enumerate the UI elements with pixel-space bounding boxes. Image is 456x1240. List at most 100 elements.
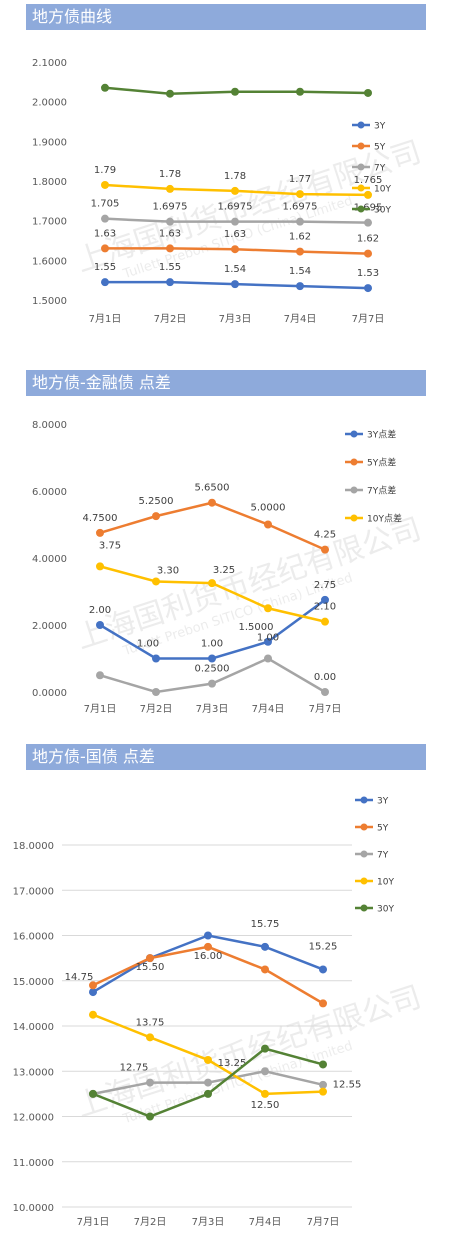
data-point	[261, 1089, 269, 1098]
data-label: 2.10	[314, 602, 336, 613]
data-point	[231, 186, 239, 195]
data-label: 1.77	[289, 174, 311, 185]
legend-label: 7Y	[377, 851, 389, 861]
data-point	[208, 498, 216, 507]
data-label: 1.54	[224, 264, 246, 275]
watermark-cn: 上海国利货币经纪有限公司	[72, 980, 425, 1125]
data-point	[319, 999, 327, 1008]
data-label: 1.63	[159, 228, 181, 239]
data-point	[321, 595, 329, 604]
y-tick-label: 17.0000	[13, 886, 54, 897]
legend-marker	[360, 877, 368, 885]
data-label: 14.75	[65, 972, 94, 983]
x-tick-label: 7月1日	[77, 1216, 110, 1228]
data-point	[208, 654, 216, 663]
x-tick-label: 7月7日	[307, 1216, 340, 1228]
data-point	[364, 249, 372, 258]
x-tick-label: 7月2日	[140, 703, 173, 715]
y-tick-label: 1.7000	[32, 217, 67, 228]
data-label: 1.79	[94, 165, 116, 176]
data-point	[264, 604, 272, 613]
x-tick-label: 7月4日	[252, 703, 285, 715]
data-label: 1.78	[159, 169, 181, 180]
data-point	[321, 688, 329, 696]
data-label: 0.2500	[195, 664, 230, 675]
watermark-cn: 上海国利货币经纪有限公司	[72, 512, 425, 657]
legend-label: 30Y	[374, 206, 391, 216]
data-point	[146, 1112, 154, 1121]
x-tick-label: 7月7日	[309, 703, 342, 715]
data-point	[89, 1010, 97, 1019]
y-tick-label: 2.0000	[32, 621, 67, 632]
chart-title: 地方债-国债 点差	[26, 744, 426, 770]
data-point	[166, 244, 174, 253]
data-point	[166, 278, 174, 287]
data-point	[101, 180, 109, 189]
data-point	[101, 278, 109, 287]
data-label: 12.50	[251, 1100, 280, 1111]
y-tick-label: 18.0000	[13, 841, 54, 852]
data-label: 15.50	[136, 962, 165, 973]
legend-label: 5Y	[374, 143, 386, 153]
data-label: 2.00	[89, 605, 111, 616]
data-label: 3.30	[157, 565, 179, 576]
legend-marker	[360, 850, 368, 858]
data-point	[146, 1033, 154, 1042]
data-label: 1.765	[354, 175, 383, 186]
y-tick-label: 6.0000	[32, 487, 67, 498]
data-point	[146, 954, 154, 963]
legend-label: 3Y点差	[367, 429, 396, 441]
x-tick-label: 7月4日	[284, 313, 317, 325]
x-tick-label: 7月2日	[154, 313, 187, 325]
data-label: 1.62	[289, 232, 311, 243]
data-point	[364, 218, 372, 227]
data-point	[152, 577, 160, 586]
data-label: 16.00	[194, 951, 223, 962]
data-point	[319, 1060, 327, 1069]
data-point	[296, 87, 304, 96]
data-point	[319, 965, 327, 974]
y-tick-label: 2.1000	[32, 58, 67, 69]
data-label: 1.78	[224, 171, 246, 182]
legend-label: 30Y	[377, 905, 394, 915]
data-point	[204, 1078, 212, 1087]
legend-marker	[357, 184, 365, 192]
data-label: 1.00	[137, 639, 159, 650]
data-point	[261, 942, 269, 951]
data-point	[364, 190, 372, 199]
data-point	[96, 621, 104, 629]
data-point	[261, 965, 269, 974]
data-label: 3.75	[99, 540, 121, 551]
data-point	[261, 1067, 269, 1076]
legend-label: 7Y点差	[367, 485, 396, 497]
legend-marker	[360, 796, 368, 804]
data-label: 13.75	[136, 1017, 165, 1028]
x-tick-label: 7月3日	[219, 313, 252, 325]
data-point	[204, 1089, 212, 1098]
y-tick-label: 2.0000	[32, 98, 67, 109]
y-tick-label: 4.0000	[32, 554, 67, 565]
data-point	[296, 282, 304, 291]
data-label: 13.25	[218, 1058, 247, 1069]
y-tick-label: 15.0000	[13, 977, 54, 988]
y-tick-label: 1.6000	[32, 256, 67, 267]
legend-marker	[357, 121, 365, 129]
data-label: 1.5000	[239, 622, 274, 633]
y-tick-label: 12.0000	[13, 1113, 54, 1124]
data-point	[231, 87, 239, 96]
x-tick-label: 7月1日	[84, 703, 117, 715]
y-tick-label: 14.0000	[13, 1022, 54, 1033]
y-tick-label: 0.0000	[32, 688, 67, 699]
data-point	[208, 679, 216, 688]
data-point	[296, 217, 304, 226]
y-tick-label: 16.0000	[13, 932, 54, 943]
data-point	[231, 245, 239, 254]
data-point	[319, 1087, 327, 1096]
data-point	[319, 1080, 327, 1089]
x-tick-label: 7月2日	[134, 1216, 167, 1228]
legend-label: 10Y	[377, 878, 394, 888]
data-point	[204, 1055, 212, 1064]
